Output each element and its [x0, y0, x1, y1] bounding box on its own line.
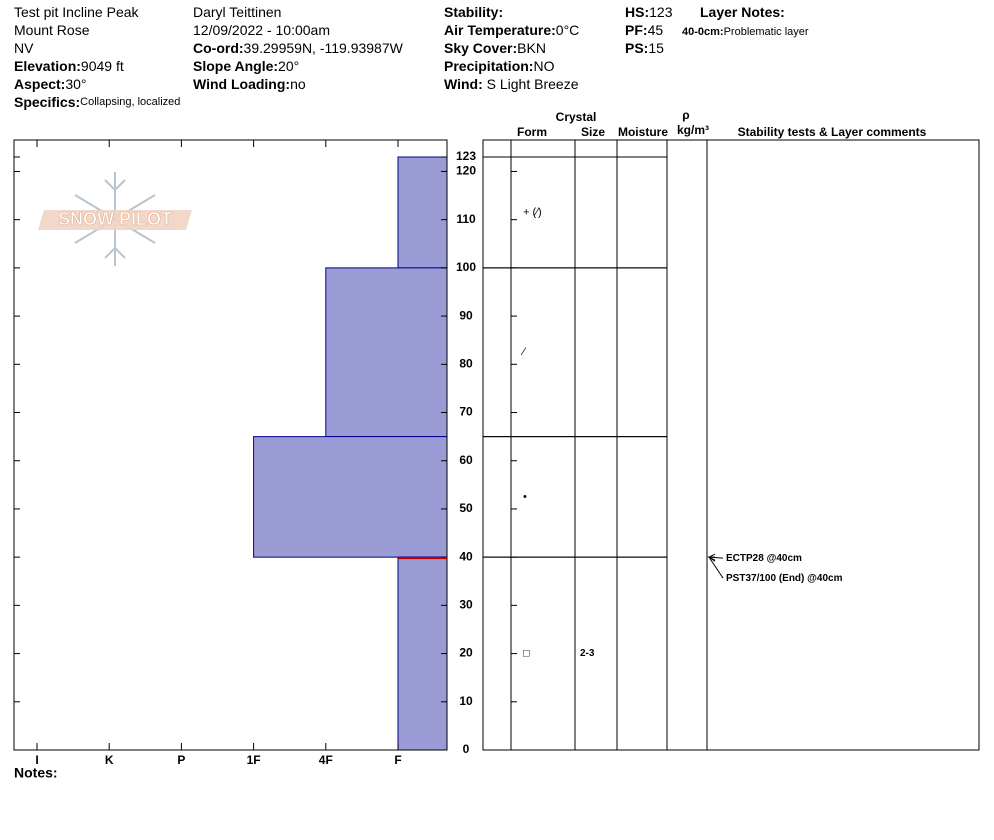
col-header: Form [517, 125, 547, 139]
hardness-bar [397, 156, 448, 269]
header-field: Co-ord:39.29959N, -119.93987W [193, 39, 403, 57]
field-value: BKN [517, 40, 546, 56]
header-field: Daryl Teittinen [193, 4, 282, 20]
header-field: Precipitation:NO [444, 57, 554, 75]
grain-form: □ [523, 647, 530, 659]
y-tick-label: 50 [459, 501, 473, 515]
field-value: 45 [647, 22, 664, 38]
col-header: Crystal [556, 110, 597, 124]
x-tick-label: P [177, 753, 185, 767]
grain-form: • [523, 491, 527, 503]
grain-form: ⁄ [520, 346, 527, 358]
y-tick-label: 0 [463, 742, 470, 756]
y-tick-label: 123 [456, 149, 476, 163]
header-field: Elevation:9049 ft [14, 57, 124, 75]
table-frame [482, 139, 980, 751]
note-depth: 40-0cm: [682, 26, 724, 38]
arrow-head [707, 556, 716, 562]
y-tick-label: 60 [459, 453, 473, 467]
field-value: 15 [648, 40, 664, 56]
y-tick-label: 20 [459, 646, 473, 660]
header-field: Specifics:Collapsing, localized [14, 93, 187, 111]
field-label: Stability: [444, 4, 504, 20]
hardness-bar [397, 556, 448, 751]
header-field: Sky Cover:BKN [444, 39, 546, 57]
header-field: Air Temperature:0°C [444, 21, 579, 39]
grain-form: + (⁄) [523, 206, 542, 218]
field-label: Aspect: [14, 76, 66, 92]
header-field: Mount Rose [14, 22, 90, 38]
x-tick-label: F [394, 753, 401, 767]
header-field: Wind Loading:no [193, 75, 306, 93]
layer-notes-title: Layer Notes: [700, 4, 785, 20]
header-field: PS:15 [625, 39, 664, 57]
y-tick-label: 40 [459, 549, 473, 563]
header-field: PF:45 [625, 21, 663, 39]
field-value: 9049 ft [80, 58, 124, 74]
header-field: NV [14, 40, 34, 56]
field-label: Precipitation: [444, 58, 534, 74]
x-tick-label: I [35, 753, 38, 767]
field-label: Air Temperature: [444, 22, 556, 38]
header-field: Wind: S Light Breeze [444, 75, 578, 93]
col-header: ρ [682, 108, 689, 122]
field-label: Specifics: [14, 94, 81, 110]
hardness-bar [325, 267, 448, 438]
field-label: Co-ord: [193, 40, 244, 56]
col-header: kg/m³ [677, 123, 709, 137]
hardness-frame [13, 139, 448, 751]
header-field: Test pit Incline Peak [14, 4, 139, 20]
x-tick-label: 1F [247, 753, 261, 767]
field-value: S Light Breeze [482, 76, 579, 92]
field-value: no [290, 76, 306, 92]
field-value: NO [533, 58, 555, 74]
logo-text: SNOW PILOT [58, 209, 172, 229]
test-arrow [708, 556, 724, 579]
field-label: PF: [625, 22, 648, 38]
header-field: Stability: [444, 3, 503, 21]
field-value: Collapsing, localized [80, 96, 181, 108]
header-field: HS:123 [625, 3, 672, 21]
grain-size: 2-3 [580, 648, 595, 659]
field-value: 30° [65, 76, 87, 92]
y-tick-label: 80 [459, 356, 473, 370]
stability-test: ECTP28 @40cm [726, 553, 802, 564]
x-tick-label: 4F [319, 753, 333, 767]
hardness-bar [253, 436, 448, 558]
header-field: Aspect:30° [14, 75, 87, 93]
x-tick-label: K [105, 753, 114, 767]
field-label: Wind Loading: [193, 76, 291, 92]
field-label: Sky Cover: [444, 40, 518, 56]
layer-note: 40-0cm:Problematic layer [682, 21, 809, 41]
field-value: 0°C [555, 22, 580, 38]
y-tick-label: 100 [456, 260, 476, 274]
field-value: 123 [649, 4, 673, 20]
col-header: Moisture [618, 125, 668, 139]
note-text: Problematic layer [723, 26, 809, 38]
header-field: Slope Angle:20° [193, 57, 299, 75]
y-tick-label: 70 [459, 405, 473, 419]
logo-band [38, 210, 192, 230]
y-tick-label: 110 [456, 212, 476, 226]
field-label: Elevation: [14, 58, 81, 74]
y-tick-label: 120 [456, 164, 476, 178]
field-label: Wind: [444, 76, 483, 92]
field-label: HS: [625, 4, 650, 20]
field-label: PS: [625, 40, 649, 56]
col-header: Stability tests & Layer comments [738, 125, 927, 139]
col-header: Size [581, 125, 605, 139]
stability-test: PST37/100 (End) @40cm [726, 573, 843, 584]
field-value: 20° [278, 58, 300, 74]
field-value: 39.29959N, -119.93987W [243, 40, 403, 56]
y-tick-label: 90 [459, 308, 473, 322]
y-tick-label: 10 [459, 694, 473, 708]
header-field: 12/09/2022 - 10:00am [193, 22, 330, 38]
y-tick-label: 30 [459, 598, 473, 612]
notes-label: Notes: [14, 765, 58, 781]
field-label: Slope Angle: [193, 58, 279, 74]
